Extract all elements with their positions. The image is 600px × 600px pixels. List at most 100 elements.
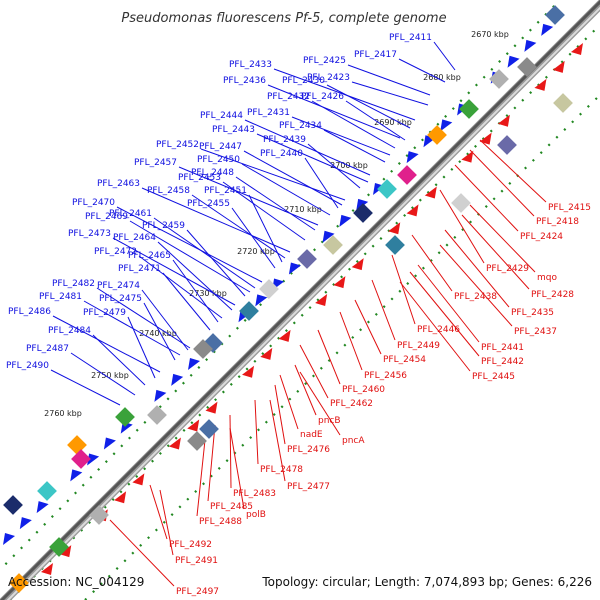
reverse-gene-label[interactable]: mqo xyxy=(537,273,557,283)
forward-leader-line xyxy=(326,84,411,129)
reverse-gene-arrow xyxy=(333,276,346,289)
reverse-gene-label[interactable]: nadE xyxy=(300,430,323,440)
forward-gene-label[interactable]: PFL_2444 xyxy=(200,111,243,121)
forward-gene-label[interactable]: PFL_2465 xyxy=(128,251,171,261)
forward-gene-label[interactable]: PFL_2474 xyxy=(97,281,140,291)
forward-gene-label[interactable]: PFL_2443 xyxy=(212,125,255,135)
reverse-gene-arrow xyxy=(406,204,419,217)
reverse-gene-label[interactable]: PFL_2446 xyxy=(417,325,460,335)
reverse-gene-label[interactable]: PFL_2442 xyxy=(481,357,524,367)
forward-gene-label[interactable]: PFL_2487 xyxy=(26,344,69,354)
reverse-gene-label[interactable]: PFL_2476 xyxy=(287,445,330,455)
reverse-gene-label[interactable]: PFL_2477 xyxy=(287,482,330,492)
forward-gene-label[interactable]: PFL_2431 xyxy=(247,108,290,118)
reverse-gene-label[interactable]: PFL_2454 xyxy=(383,355,426,365)
reverse-gene-label[interactable]: PFL_2441 xyxy=(481,343,524,353)
forward-leader-line xyxy=(433,41,456,71)
forward-gene-label[interactable]: PFL_2447 xyxy=(199,142,242,152)
forward-gene-label[interactable]: PFL_2479 xyxy=(83,308,126,318)
forward-gene-label[interactable]: PFL_2482 xyxy=(52,279,95,289)
forward-gene-label[interactable]: PFL_2433 xyxy=(229,60,272,70)
forward-gene-label[interactable]: PFL_2469 xyxy=(85,212,128,222)
reverse-leader-line xyxy=(461,214,530,290)
reverse-gene-label[interactable]: PFL_2437 xyxy=(514,327,557,337)
reverse-gene-arrow xyxy=(461,150,474,163)
scale-tick-label: 2740 kbp xyxy=(139,329,177,338)
forward-gene-label[interactable]: PFL_2455 xyxy=(187,199,230,209)
reverse-gene-label[interactable]: PFL_2497 xyxy=(176,587,219,597)
reverse-gene-label[interactable]: PFL_2485 xyxy=(210,502,253,512)
forward-gene-label[interactable]: PFL_2450 xyxy=(197,155,240,165)
reverse-gene-label[interactable]: PFL_2418 xyxy=(536,217,579,227)
forward-gene-arrow xyxy=(171,373,184,386)
forward-gene-label[interactable]: PFL_2411 xyxy=(389,33,432,43)
forward-gene-label[interactable]: PFL_2473 xyxy=(68,229,111,239)
reverse-gene-label[interactable]: PFL_2429 xyxy=(486,264,529,274)
forward-gene-label[interactable]: PFL_2425 xyxy=(303,56,346,66)
reverse-leader-line xyxy=(207,424,216,502)
gene-features xyxy=(3,5,583,593)
reverse-gene-label[interactable]: polB xyxy=(246,510,266,520)
reverse-gene-label[interactable]: PFL_2456 xyxy=(364,371,407,381)
forward-gene-label[interactable]: PFL_2439 xyxy=(263,135,306,145)
reverse-leader-line xyxy=(229,427,245,510)
reverse-gene-arrow xyxy=(114,491,127,504)
reverse-gene-label[interactable]: PFL_2483 xyxy=(233,489,276,499)
forward-gene-label[interactable]: PFL_2417 xyxy=(354,50,397,60)
reverse-gene-label[interactable]: PFL_2445 xyxy=(472,372,515,382)
reverse-gene-label[interactable]: PFL_2460 xyxy=(342,385,385,395)
reverse-gene-arrow xyxy=(571,43,583,55)
forward-gene-label[interactable]: PFL_2459 xyxy=(142,221,185,231)
forward-gene-label[interactable]: PFL_2470 xyxy=(72,198,115,208)
reverse-gene-label[interactable]: PFL_2435 xyxy=(511,308,554,318)
reverse-gene-label[interactable]: PFL_2428 xyxy=(531,290,574,300)
forward-gene-label[interactable]: PFL_2486 xyxy=(8,307,51,317)
forward-gene-label[interactable]: PFL_2457 xyxy=(134,158,177,168)
forward-gene-label[interactable]: PFL_2452 xyxy=(156,140,199,150)
forward-gene-label[interactable]: PFL_2434 xyxy=(279,121,322,131)
forward-gene-label[interactable]: PFL_2440 xyxy=(260,149,303,159)
reverse-gene-label[interactable]: PFL_2449 xyxy=(397,341,440,351)
reverse-leader-line xyxy=(159,489,174,556)
forward-leader-line xyxy=(50,369,121,406)
forward-gene-label[interactable]: PFL_2426 xyxy=(301,92,344,102)
forward-gene-label[interactable]: PFL_2472 xyxy=(94,247,137,257)
reverse-gene-label[interactable]: PFL_2491 xyxy=(175,556,218,566)
forward-gene-label[interactable]: PFL_2451 xyxy=(204,186,247,196)
scale-tick-label: 2680 kbp xyxy=(423,73,461,82)
scale-tick-label: 2690 kbp xyxy=(374,118,412,127)
reverse-gene-label[interactable]: PFL_2415 xyxy=(548,203,591,213)
forward-gene-label[interactable]: PFL_2481 xyxy=(39,292,82,302)
forward-gene-label[interactable]: PFL_2423 xyxy=(307,73,350,83)
reverse-gene-label[interactable]: PFL_2478 xyxy=(260,465,303,475)
reverse-gene-arrow xyxy=(168,437,181,450)
reverse-gene-label[interactable]: PFL_2462 xyxy=(330,399,373,409)
forward-leader-line xyxy=(311,100,396,149)
reverse-gene-label[interactable]: PFL_2424 xyxy=(520,232,563,242)
reverse-gene-label[interactable]: pncA xyxy=(342,436,365,446)
reverse-gene-label[interactable]: PFL_2488 xyxy=(199,517,242,527)
reverse-gene-arrow xyxy=(205,401,218,414)
forward-gene-label[interactable]: PFL_2484 xyxy=(48,326,91,336)
reverse-gene-label[interactable]: PFL_2438 xyxy=(454,292,497,302)
forward-gene-label[interactable]: PFL_2436 xyxy=(223,76,266,86)
forward-leader-line xyxy=(351,81,429,106)
forward-gene-label[interactable]: PFL_2448 xyxy=(191,168,234,178)
reverse-gene-label[interactable]: pncB xyxy=(318,416,341,426)
forward-gene-arrow xyxy=(541,23,554,36)
forward-gene-label[interactable]: PFL_2430 xyxy=(282,76,325,86)
reverse-gene-label[interactable]: PFL_2492 xyxy=(169,540,212,550)
forward-gene-label[interactable]: PFL_2463 xyxy=(97,179,140,189)
reverse-leader-line xyxy=(399,281,471,372)
forward-leader-line xyxy=(345,100,406,141)
forward-gene-label[interactable]: PFL_2475 xyxy=(99,294,142,304)
forward-gene-label[interactable]: PFL_2471 xyxy=(118,264,161,274)
forward-gene-label[interactable]: PFL_2490 xyxy=(6,361,49,371)
reverse-leader-line xyxy=(317,329,341,385)
forward-gene-label[interactable]: PFL_2461 xyxy=(109,209,152,219)
forward-gene-label[interactable]: PFL_2453 xyxy=(178,173,221,183)
forward-gene-label[interactable]: PFL_2432 xyxy=(267,92,310,102)
forward-gene-label[interactable]: PFL_2458 xyxy=(147,186,190,196)
reverse-gene-arrow xyxy=(278,329,291,342)
forward-gene-label[interactable]: PFL_2464 xyxy=(113,233,156,243)
